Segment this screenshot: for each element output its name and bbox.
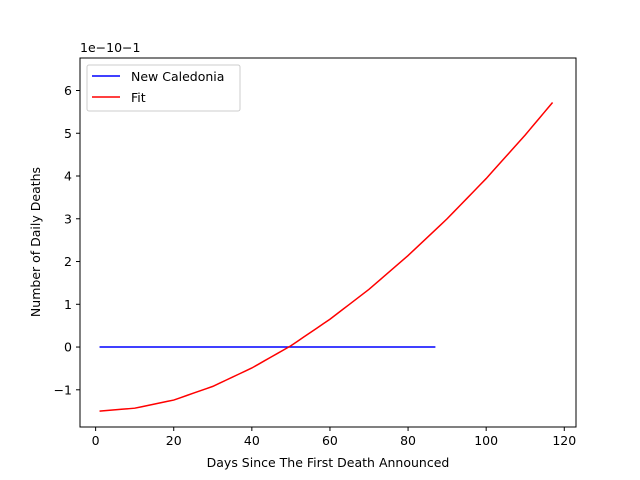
legend-label-fit: Fit [131,90,146,105]
y-axis-label: Number of Daily Deaths [28,167,43,317]
x-tick-label: 120 [552,433,576,448]
y-tick-label: 0 [64,340,72,355]
series-layer [99,101,554,412]
x-tick-label: 100 [474,433,498,448]
legend-label-new-caledonia: New Caledonia [131,69,224,84]
y-tick-label: 4 [64,169,72,184]
y-tick-label: 2 [64,254,72,269]
x-tick-label: 60 [322,433,338,448]
legend: New Caledonia Fit [86,64,241,112]
x-tick-label: 20 [166,433,182,448]
y-tick-label: 1 [64,297,72,312]
x-tick-label: 80 [400,433,416,448]
x-tick-label: 0 [92,433,100,448]
x-axis-label: Days Since The First Death Announced [207,455,450,470]
y-offset-label: 1e−10−1 [80,40,140,55]
x-tick-label: 40 [244,433,260,448]
axes-frame [79,57,577,428]
y-tick-label: 5 [64,126,72,141]
x-axis: 0 20 40 60 80 100 120 [92,427,576,448]
legend-box [86,64,241,112]
y-tick-label: 3 [64,211,72,226]
y-tick-label: −1 [54,382,72,397]
y-axis: −1 0 1 2 3 4 5 6 [54,83,80,397]
plot-area [80,58,576,427]
y-tick-label: 6 [64,83,72,98]
series-line-fit [99,101,554,412]
